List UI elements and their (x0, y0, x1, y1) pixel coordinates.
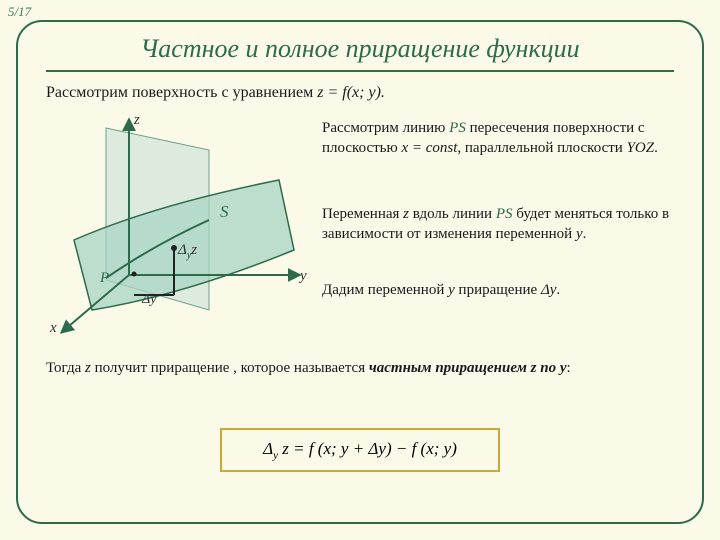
label-x: x (50, 320, 57, 337)
bottom-b: получит приращение , которое называется (91, 360, 369, 376)
p2-y: y (576, 226, 583, 242)
formula-text: Δy z = f (x; y + Δy) − f (x; y) (263, 439, 457, 461)
formula-box: Δy z = f (x; y + Δy) − f (x; y) (220, 428, 500, 472)
p1-ps: PS (449, 120, 466, 136)
label-y: y (300, 268, 307, 285)
intro-line: Рассмотрим поверхность с уравнением z = … (46, 84, 385, 102)
p1-c: , параллельной плоскости (457, 140, 626, 156)
slide-title: Частное и полное приращение функции (0, 34, 720, 64)
label-z: z (134, 112, 140, 129)
p3-c: . (556, 282, 560, 298)
p2-b: вдоль линии (409, 206, 496, 222)
p3-b: приращение (455, 282, 541, 298)
figure-svg (44, 110, 314, 340)
p2-d: . (583, 226, 587, 242)
point-on-curve (171, 245, 177, 251)
intro-equation: z = f(x; y). (317, 84, 385, 101)
bottom-bi: частным приращением z по y (369, 360, 567, 376)
paragraph-1: Рассмотрим линию PS пересечения поверхно… (322, 118, 680, 159)
bottom-c: : (567, 360, 571, 376)
p1-a: Рассмотрим линию (322, 120, 449, 136)
paragraph-3: Дадим переменной y приращение Δy. (322, 280, 680, 300)
intro-prefix: Рассмотрим поверхность с уравнением (46, 84, 317, 101)
bottom-a: Тогда (46, 360, 85, 376)
label-dyz: Δyz (178, 242, 197, 261)
p1-d: . (654, 140, 658, 156)
label-s: S (220, 202, 229, 222)
p1-eq: x = const (401, 140, 457, 156)
label-p: P (100, 270, 109, 287)
bottom-text: Тогда z получит приращение , которое наз… (46, 358, 674, 378)
p2-ps: PS (496, 206, 513, 222)
p3-y: y (448, 282, 455, 298)
p3-a: Дадим переменной (322, 282, 448, 298)
figure-3d: z y x P S Δy Δyz (44, 110, 314, 340)
p2-a: Переменная (322, 206, 403, 222)
paragraph-2: Переменная z вдоль линии PS будет менять… (322, 204, 680, 245)
title-underline (46, 70, 674, 72)
page-number: 5/17 (8, 4, 31, 20)
label-dy: Δy (142, 292, 156, 308)
p3-dy: Δy (541, 282, 556, 298)
p1-plane: YOZ (627, 140, 655, 156)
point-p-dot (132, 272, 137, 277)
